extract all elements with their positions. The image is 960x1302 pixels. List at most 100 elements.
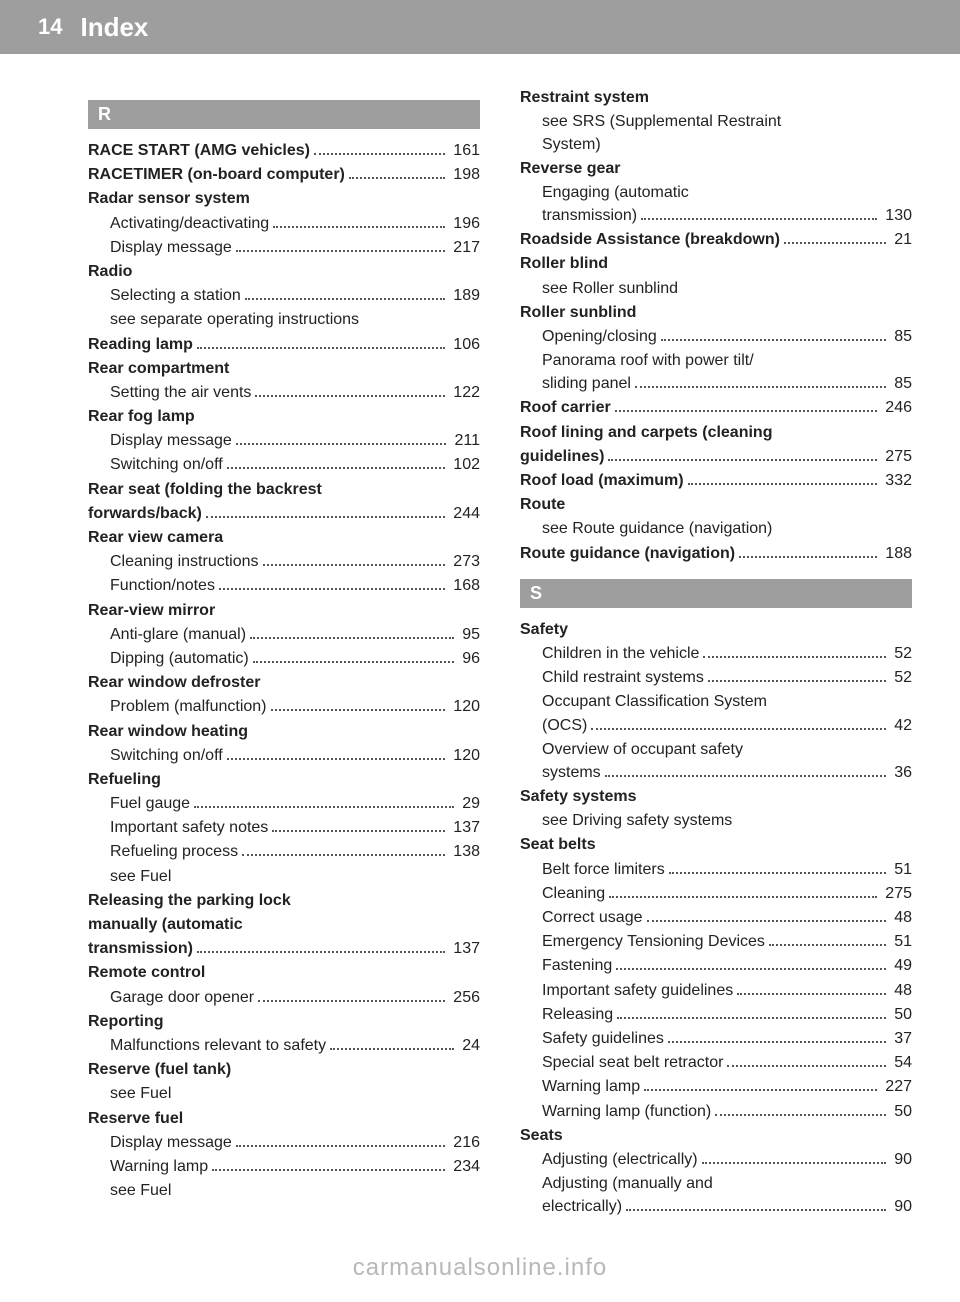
- index-see-ref: see Route guidance (navigation): [520, 517, 912, 540]
- section-letter-s: S: [520, 579, 912, 608]
- page-ref: 51: [890, 858, 912, 881]
- index-subentry: electrically)90: [520, 1195, 912, 1218]
- index-subentry: Cleaning275: [520, 882, 912, 905]
- page-ref: 29: [458, 792, 480, 815]
- page-ref: 273: [449, 550, 480, 573]
- page-ref: 332: [881, 469, 912, 492]
- page-ref: 234: [449, 1155, 480, 1178]
- page-ref: 161: [449, 139, 480, 162]
- page-title: Index: [80, 12, 148, 43]
- page-ref: 275: [881, 882, 912, 905]
- index-see-ref: see Fuel: [88, 1082, 480, 1105]
- index-entry: forwards/back)244: [88, 502, 480, 525]
- index-subentry: Special seat belt retractor54: [520, 1051, 912, 1074]
- index-heading: Seat belts: [520, 833, 912, 856]
- page-ref: 50: [890, 1003, 912, 1026]
- index-heading: Rear fog lamp: [88, 405, 480, 428]
- section-letter-r: R: [88, 100, 480, 129]
- index-heading: manually (automatic: [88, 913, 480, 936]
- index-see-ref: see Driving safety systems: [520, 809, 912, 832]
- header-band: 14 Index: [0, 0, 960, 54]
- index-entry: Roof load (maximum)332: [520, 469, 912, 492]
- index-heading: Radio: [88, 260, 480, 283]
- index-heading: Radar sensor system: [88, 187, 480, 210]
- index-heading: Roller sunblind: [520, 301, 912, 324]
- page-ref: 211: [450, 429, 480, 452]
- index-subentry: Fastening49: [520, 954, 912, 977]
- page-ref: 227: [881, 1075, 912, 1098]
- index-subentry: sliding panel85: [520, 372, 912, 395]
- index-subentry: Display message216: [88, 1131, 480, 1154]
- index-subentry: (OCS)42: [520, 714, 912, 737]
- page-ref: 52: [890, 642, 912, 665]
- page-ref: 275: [881, 445, 912, 468]
- page-ref: 52: [890, 666, 912, 689]
- index-heading: Remote control: [88, 961, 480, 984]
- page-ref: 21: [890, 228, 912, 251]
- index-subentry: Safety guidelines37: [520, 1027, 912, 1050]
- page-ref: 54: [890, 1051, 912, 1074]
- index-entry: Route guidance (navigation)188: [520, 542, 912, 565]
- page-ref: 256: [449, 986, 480, 1009]
- index-subentry: Correct usage48: [520, 906, 912, 929]
- page-ref: 120: [449, 744, 480, 767]
- index-heading: Reserve (fuel tank): [88, 1058, 480, 1081]
- column-right: Restraint systemsee SRS (Supplemental Re…: [520, 86, 912, 1219]
- index-heading: Reserve fuel: [88, 1107, 480, 1130]
- index-subentry: Activating/deactivating196: [88, 212, 480, 235]
- index-see-ref: see separate operating instructions: [88, 308, 480, 331]
- page-ref: 188: [881, 542, 912, 565]
- index-heading: Rear compartment: [88, 357, 480, 380]
- index-subentry: Function/notes168: [88, 574, 480, 597]
- page-ref: 246: [881, 396, 912, 419]
- index-subentry-line: Panorama roof with power tilt/: [520, 349, 912, 372]
- index-subentry: Malfunctions relevant to safety24: [88, 1034, 480, 1057]
- index-heading: Roller blind: [520, 252, 912, 275]
- index-heading: Rear window defroster: [88, 671, 480, 694]
- page-ref: 120: [449, 695, 480, 718]
- page-ref: 217: [449, 236, 480, 259]
- page-ref: 106: [449, 333, 480, 356]
- page-ref: 48: [890, 979, 912, 1002]
- index-entry: RACETIMER (on-board computer)198: [88, 163, 480, 186]
- page-ref: 244: [449, 502, 480, 525]
- index-subentry: Belt force limiters51: [520, 858, 912, 881]
- index-heading: Roof lining and carpets (cleaning: [520, 421, 912, 444]
- index-heading: Rear view camera: [88, 526, 480, 549]
- footer-watermark: carmanualsonline.info: [0, 1254, 960, 1282]
- index-subentry: Releasing50: [520, 1003, 912, 1026]
- page-ref: 102: [449, 453, 480, 476]
- index-subentry: Problem (malfunction)120: [88, 695, 480, 718]
- index-subentry: Warning lamp234: [88, 1155, 480, 1178]
- index-subentry-line: Engaging (automatic: [520, 181, 912, 204]
- page-ref: 137: [449, 816, 480, 839]
- page-ref: 90: [890, 1195, 912, 1218]
- index-subentry: Display message217: [88, 236, 480, 259]
- index-entry: Roadside Assistance (breakdown)21: [520, 228, 912, 251]
- index-subentry: Adjusting (electrically)90: [520, 1148, 912, 1171]
- page-ref: 85: [890, 325, 912, 348]
- index-heading: Reporting: [88, 1010, 480, 1033]
- index-heading: Safety systems: [520, 785, 912, 808]
- index-subentry: Opening/closing85: [520, 325, 912, 348]
- page-ref: 48: [890, 906, 912, 929]
- index-subentry: Switching on/off120: [88, 744, 480, 767]
- page-ref: 49: [890, 954, 912, 977]
- page-ref: 130: [881, 204, 912, 227]
- page-number: 14: [0, 14, 74, 40]
- index-heading: Reverse gear: [520, 157, 912, 180]
- index-see-ref: System): [520, 133, 912, 156]
- index-subentry: Dipping (automatic)96: [88, 647, 480, 670]
- page-ref: 50: [890, 1100, 912, 1123]
- index-heading: Refueling: [88, 768, 480, 791]
- page-ref: 168: [449, 574, 480, 597]
- index-heading: Releasing the parking lock: [88, 889, 480, 912]
- index-see-ref: see Fuel: [88, 1179, 480, 1202]
- index-subentry: Child restraint systems52: [520, 666, 912, 689]
- page-ref: 24: [458, 1034, 480, 1057]
- index-subentry: Garage door opener256: [88, 986, 480, 1009]
- page-ref: 198: [449, 163, 480, 186]
- index-subentry-line: Overview of occupant safety: [520, 738, 912, 761]
- page-ref: 51: [890, 930, 912, 953]
- index-subentry: Setting the air vents122: [88, 381, 480, 404]
